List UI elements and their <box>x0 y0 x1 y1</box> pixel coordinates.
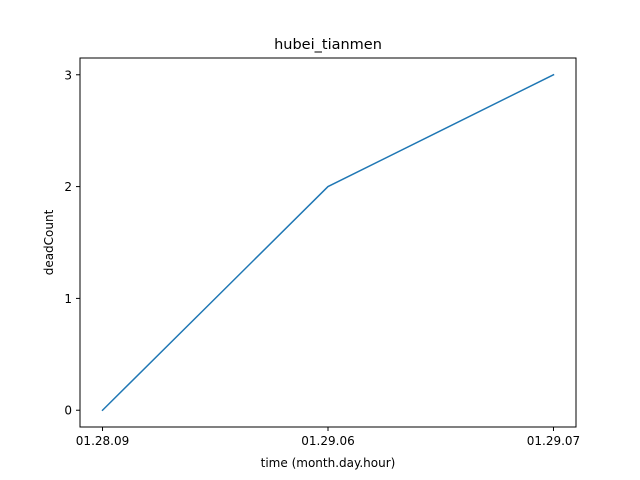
y-axis-ticks: 0 1 2 3 <box>64 68 80 418</box>
y-tick-label: 2 <box>64 180 72 194</box>
y-tick-label: 1 <box>64 292 72 306</box>
chart-title: hubei_tianmen <box>274 37 382 53</box>
plot-frame <box>79 57 577 428</box>
x-tick-label: 01.29.07 <box>527 434 580 448</box>
series-layer <box>101 73 555 412</box>
y-axis-label: deadCount <box>42 209 56 275</box>
y-tick-label: 0 <box>64 404 72 418</box>
y-tick-label: 3 <box>64 68 72 82</box>
series-line <box>101 73 555 412</box>
x-axis-ticks: 01.28.09 01.29.06 01.29.07 <box>76 427 580 448</box>
x-axis-label: time (month.day.hour) <box>261 456 396 470</box>
x-tick-label: 01.29.06 <box>301 434 354 448</box>
x-tick-label: 01.28.09 <box>76 434 129 448</box>
